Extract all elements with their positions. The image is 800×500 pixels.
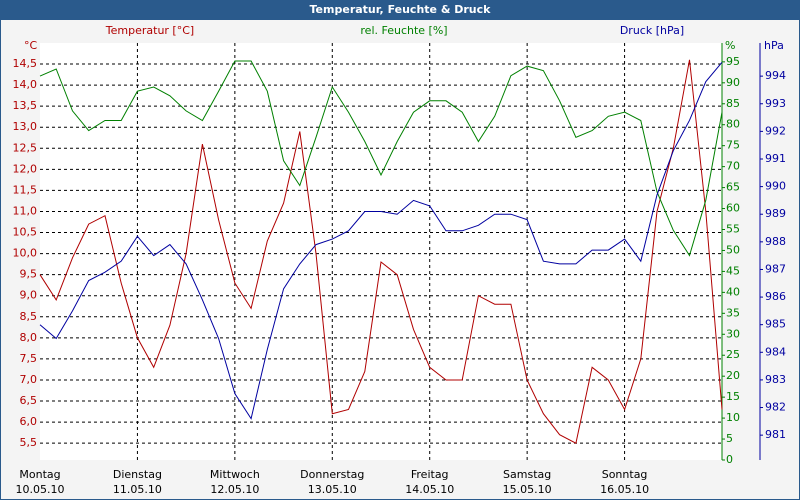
y3-tick-label: 993 (765, 97, 786, 110)
y-tick-label: 11,0 (13, 204, 38, 217)
y-tick-label: 12,0 (13, 162, 38, 175)
title-bar (0, 0, 800, 20)
y-tick-label: 6,5 (20, 394, 38, 407)
y3-unit: hPa (764, 39, 784, 52)
y2-tick-label: 45 (726, 264, 740, 277)
y2-tick-label: 0 (726, 453, 733, 466)
y2-tick-label: 90 (726, 76, 740, 89)
series-name: rel. Feuchte [%] (360, 24, 447, 37)
y2-tick-label: 30 (726, 327, 740, 340)
y-tick-label: 12,5 (13, 141, 38, 154)
y-tick-label: 11,5 (13, 183, 38, 196)
y3-tick-label: 985 (765, 318, 786, 331)
x-tick-label: Donnerstag (300, 468, 364, 481)
x-tick-label: 13.05.10 (308, 483, 357, 496)
y3-tick-label: 994 (765, 69, 786, 82)
x-tick-label: 16.05.10 (600, 483, 649, 496)
y3-tick-label: 991 (765, 152, 786, 165)
x-tick-label: 14.05.10 (405, 483, 454, 496)
y-tick-label: 10,5 (13, 226, 38, 239)
y3-tick-label: 988 (765, 235, 786, 248)
y-tick-label: 7,5 (20, 352, 38, 365)
y-tick-label: 9,5 (20, 268, 38, 281)
y3-tick-label: 986 (765, 290, 786, 303)
x-tick-label: 11.05.10 (113, 483, 162, 496)
y2-tick-label: 55 (726, 222, 740, 235)
x-tick-label: Sonntag (602, 468, 648, 481)
y-tick-label: 13,0 (13, 120, 38, 133)
y2-tick-label: 5 (726, 432, 733, 445)
x-tick-label: Montag (19, 468, 60, 481)
y3-tick-label: 981 (765, 428, 786, 441)
y3-tick-label: 982 (765, 401, 786, 414)
y2-tick-label: 10 (726, 411, 740, 424)
y3-tick-label: 983 (765, 373, 786, 386)
y2-tick-label: 65 (726, 181, 740, 194)
y-tick-label: 5,5 (20, 436, 38, 449)
y3-tick-label: 990 (765, 180, 786, 193)
x-tick-label: Freitag (411, 468, 449, 481)
y2-tick-label: 20 (726, 369, 740, 382)
y2-tick-label: 40 (726, 285, 740, 298)
y2-tick-label: 95 (726, 55, 740, 68)
y-tick-label: 6,0 (20, 415, 38, 428)
y2-tick-label: 75 (726, 139, 740, 152)
y3-tick-label: 984 (765, 345, 786, 358)
x-tick-label: 12.05.10 (210, 483, 259, 496)
x-tick-label: Dienstag (113, 468, 162, 481)
y2-tick-label: 35 (726, 306, 740, 319)
y2-tick-label: 60 (726, 202, 740, 215)
y2-tick-label: 15 (726, 390, 740, 403)
y-tick-label: 9,0 (20, 289, 38, 302)
y-tick-label: 14,5 (13, 57, 38, 70)
series-line (39, 60, 723, 257)
y3-tick-label: 989 (765, 207, 786, 220)
y-tick-label: 8,5 (20, 310, 38, 323)
y-unit: °C (24, 39, 38, 52)
y2-tick-label: 85 (726, 97, 740, 110)
y2-tick-label: 50 (726, 243, 740, 256)
chart-title: Temperatur, Feuchte & Druck (310, 3, 492, 16)
x-tick-label: 10.05.10 (16, 483, 65, 496)
y-tick-label: 7,0 (20, 373, 38, 386)
x-tick-label: Samstag (503, 468, 551, 481)
y3-tick-label: 992 (765, 124, 786, 137)
y-tick-label: 8,0 (20, 331, 38, 344)
series-line (39, 61, 723, 420)
plot-area (40, 43, 722, 460)
y3-tick-label: 987 (765, 262, 786, 275)
y-tick-label: 10,0 (13, 247, 38, 260)
series-line (39, 59, 723, 444)
y-tick-label: 14,0 (13, 78, 38, 91)
y2-tick-label: 25 (726, 348, 740, 361)
y-tick-label: 13,5 (13, 99, 38, 112)
series-name: Druck [hPa] (620, 24, 684, 37)
series-name: Temperatur [°C] (105, 24, 194, 37)
x-tick-label: 15.05.10 (503, 483, 552, 496)
x-tick-label: Mittwoch (210, 468, 260, 481)
y2-tick-label: 80 (726, 118, 740, 131)
y2-tick-label: 70 (726, 160, 740, 173)
y2-unit: % (725, 39, 735, 52)
